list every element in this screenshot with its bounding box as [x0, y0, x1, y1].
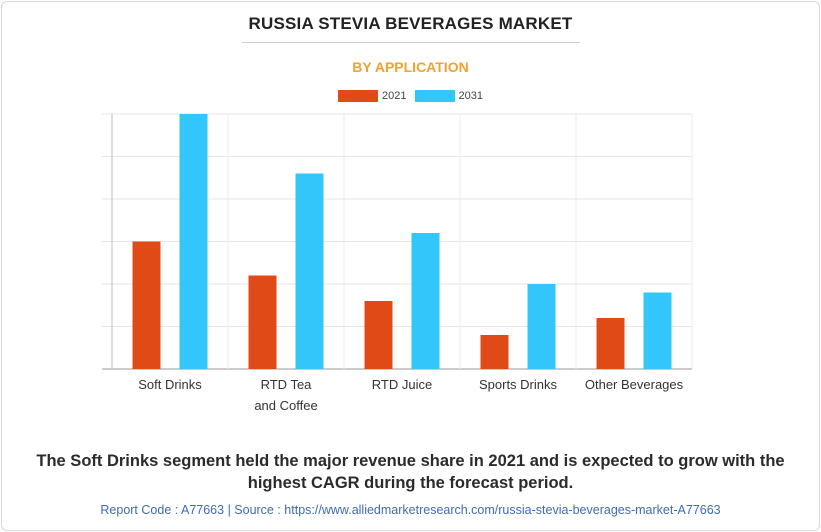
chart-caption: The Soft Drinks segment held the major r… — [36, 452, 785, 492]
x-tick-label: Soft Drinks — [138, 377, 202, 392]
title-divider — [242, 42, 580, 43]
chart-title: RUSSIA STEVIA BEVERAGES MARKET — [248, 14, 573, 33]
bar-2031-1[interactable] — [295, 173, 324, 370]
legend-swatch-2021 — [338, 90, 379, 102]
chart-subtitle: BY APPLICATION — [352, 59, 469, 75]
bar-2021-2[interactable] — [364, 301, 393, 369]
bar-2031-4[interactable] — [643, 292, 672, 370]
chart-legend: 2021 2031 — [0, 90, 821, 102]
bar-2031-2[interactable] — [411, 233, 440, 369]
x-tick-label-line: and Coffee — [254, 398, 317, 413]
report-source-footer[interactable]: Report Code : A77663 | Source : https://… — [100, 503, 721, 517]
legend-item-2021[interactable]: 2021 — [338, 90, 407, 102]
x-tick-label: RTD Tea and Coffee — [254, 377, 317, 413]
bar-2021-0[interactable] — [132, 241, 161, 370]
bar-chart: Soft Drinks RTD Tea and Coffee RTD Juice Spo… — [102, 113, 693, 413]
bar-2031-0[interactable] — [179, 114, 208, 369]
x-tick-label-line: Other Beverages — [585, 377, 684, 392]
x-tick-label-line: Sports Drinks — [479, 377, 558, 392]
x-tick-label: RTD Juice — [372, 377, 432, 392]
bar-2021-3[interactable] — [480, 335, 509, 369]
x-tick-label-line: RTD Juice — [372, 377, 432, 392]
legend-label-2021: 2021 — [382, 90, 407, 102]
x-tick-label: Other Beverages — [585, 377, 684, 392]
bar-2021-4[interactable] — [596, 318, 625, 369]
legend-item-2031[interactable]: 2031 — [414, 90, 483, 102]
bar-2031-3[interactable] — [527, 284, 556, 369]
bar-2021-1[interactable] — [248, 275, 277, 370]
x-tick-label-line: RTD Tea — [261, 377, 313, 392]
x-tick-label-line: Soft Drinks — [138, 377, 202, 392]
x-tick-label: Sports Drinks — [479, 377, 558, 392]
legend-label-2031: 2031 — [458, 90, 483, 102]
legend-swatch-2031 — [414, 90, 455, 102]
